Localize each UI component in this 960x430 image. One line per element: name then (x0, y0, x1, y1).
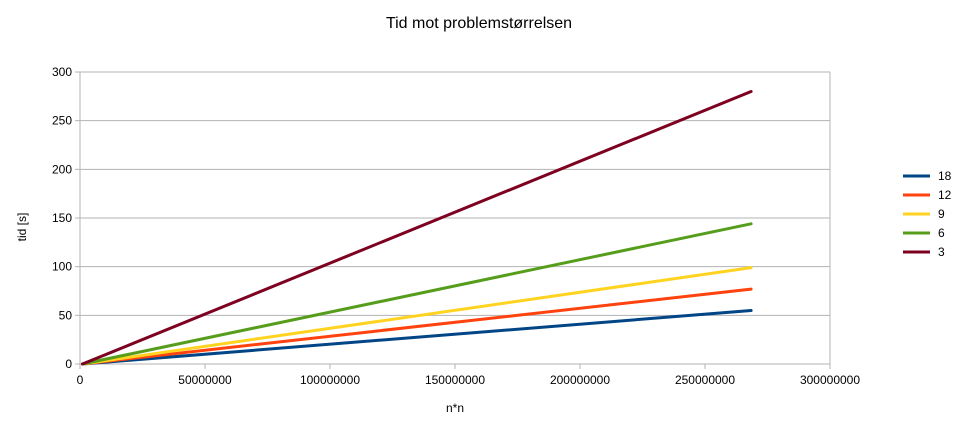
legend-label-9: 9 (938, 207, 945, 221)
series-line-18 (81, 309, 753, 366)
legend-label-3: 3 (938, 245, 945, 259)
x-tick-label: 0 (77, 373, 84, 387)
legend-label-12: 12 (938, 188, 952, 202)
series-lines (81, 90, 753, 366)
axes (75, 71, 831, 369)
y-tick-label: 250 (52, 114, 72, 128)
legend-label-6: 6 (938, 226, 945, 240)
x-tick-label: 50000000 (178, 373, 232, 387)
y-tick-label: 0 (65, 357, 72, 371)
x-tick-label: 100000000 (300, 373, 360, 387)
series-line-3 (81, 90, 753, 366)
y-tick-label: 300 (52, 65, 72, 79)
series-line-9 (81, 266, 753, 366)
legend: 18 12 9 6 3 (903, 169, 952, 259)
x-tick-label: 300000000 (800, 373, 860, 387)
y-tick-label: 100 (52, 260, 72, 274)
x-tick-labels: 0 50000000 100000000 150000000 200000000 2500… (77, 373, 861, 387)
series-line-6 (81, 222, 753, 366)
y-tick-label: 150 (52, 211, 72, 225)
x-tick-label: 250000000 (675, 373, 735, 387)
y-axis-label: tid [s] (15, 213, 29, 242)
x-axis-label: n*n (446, 401, 464, 415)
y-tick-label: 200 (52, 162, 72, 176)
chart-title: Tid mot problemstørrelsen (386, 15, 572, 32)
series-line-12 (81, 287, 753, 366)
y-tick-labels: 0 50 100 150 200 250 300 (52, 65, 72, 371)
legend-label-18: 18 (938, 169, 952, 183)
x-tick-label: 150000000 (425, 373, 485, 387)
x-tick-label: 200000000 (550, 373, 610, 387)
y-tick-label: 50 (59, 308, 73, 322)
